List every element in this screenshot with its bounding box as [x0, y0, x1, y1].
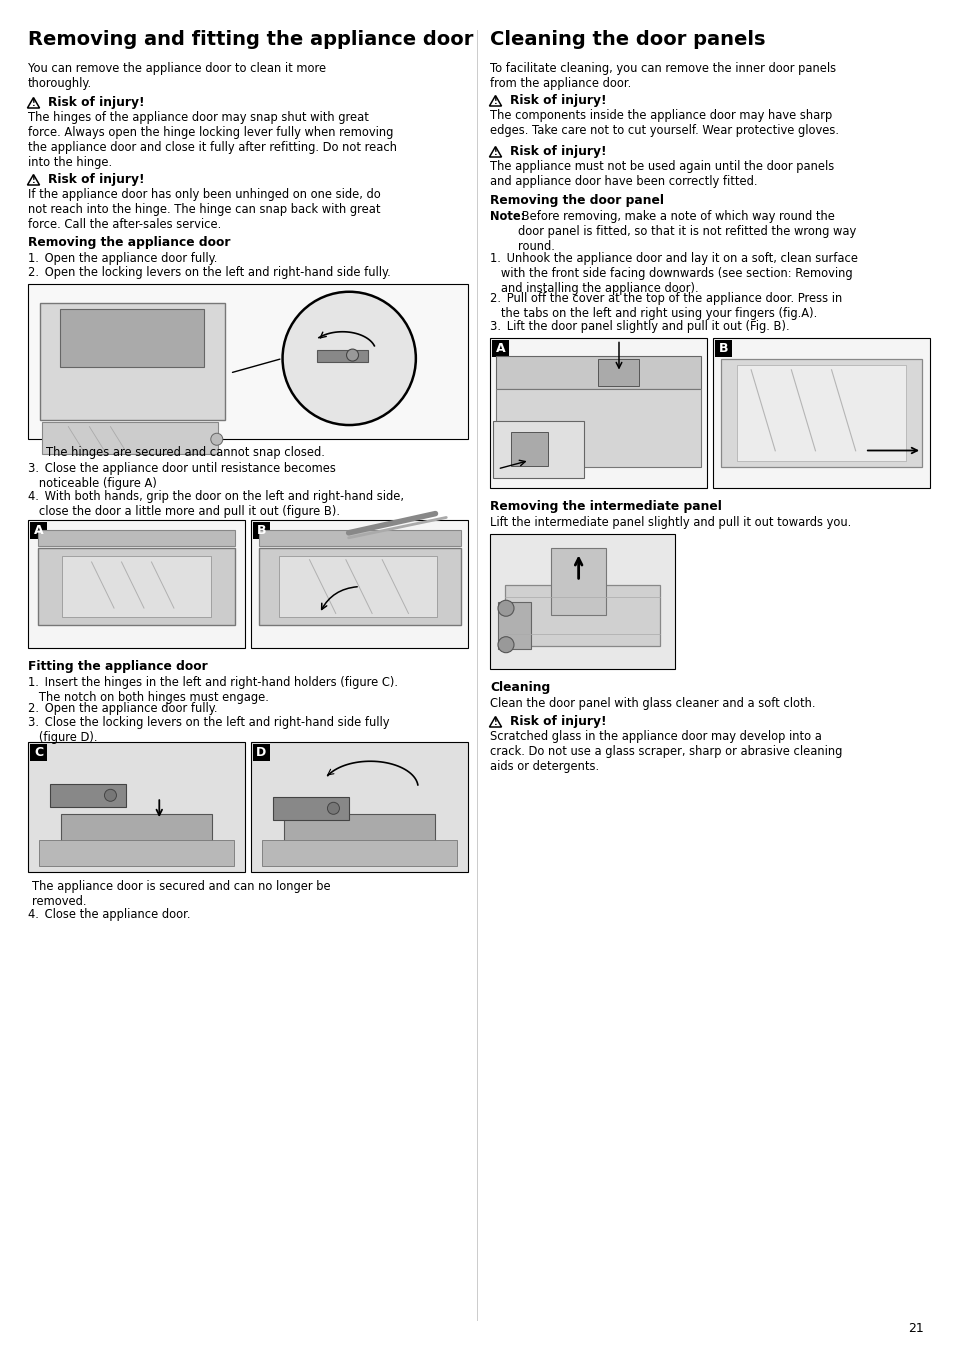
Text: Risk of injury!: Risk of injury!: [510, 95, 606, 107]
Bar: [251, 520, 468, 648]
Circle shape: [346, 350, 358, 360]
Text: Cleaning the door panels: Cleaning the door panels: [490, 30, 764, 49]
Text: Scratched glass in the appliance door may develop into a
crack. Do not use a gla: Scratched glass in the appliance door ma…: [490, 730, 841, 774]
Circle shape: [327, 802, 339, 814]
Text: 1. Open the appliance door fully.: 1. Open the appliance door fully.: [28, 252, 217, 265]
Bar: [551, 548, 605, 616]
Text: 3. Lift the door panel slightly and pull it out (Fig. B).: 3. Lift the door panel slightly and pull…: [490, 320, 789, 333]
Bar: [497, 602, 531, 649]
Text: 2. Pull off the cover at the top of the appliance door. Press in
   the tabs on : 2. Pull off the cover at the top of the …: [490, 292, 841, 320]
Text: Removing and fitting the appliance door: Removing and fitting the appliance door: [28, 30, 473, 49]
Bar: [253, 522, 270, 539]
Text: 2. Open the locking levers on the left and right-hand side fully.: 2. Open the locking levers on the left a…: [28, 266, 391, 279]
Bar: [30, 522, 47, 539]
Bar: [273, 796, 348, 819]
Bar: [493, 420, 583, 478]
Text: Before removing, make a note of which way round the
door panel is fitted, so tha: Before removing, make a note of which wa…: [517, 211, 856, 252]
Text: Lift the intermediate panel slightly and pull it out towards you.: Lift the intermediate panel slightly and…: [490, 516, 850, 529]
Bar: [30, 744, 47, 761]
Bar: [720, 359, 921, 467]
Bar: [28, 743, 245, 872]
Text: 3. Close the appliance door until resistance becomes
   noticeable (figure A): 3. Close the appliance door until resist…: [28, 462, 335, 490]
Text: The components inside the appliance door may have sharp
edges. Take care not to : The components inside the appliance door…: [490, 109, 838, 136]
Text: !: !: [493, 718, 497, 728]
Text: 3. Close the locking levers on the left and right-hand side fully
   (figure D).: 3. Close the locking levers on the left …: [28, 716, 389, 744]
Text: Note:: Note:: [490, 211, 525, 223]
Bar: [38, 531, 234, 545]
Text: B: B: [256, 524, 266, 537]
Text: 21: 21: [907, 1322, 923, 1335]
Text: 4. With both hands, grip the door on the left and right-hand side,
   close the : 4. With both hands, grip the door on the…: [28, 490, 403, 518]
Text: 4. Close the appliance door.: 4. Close the appliance door.: [28, 909, 191, 921]
Bar: [261, 840, 456, 865]
Text: 1. Insert the hinges in the left and right-hand holders (figure C).
   The notch: 1. Insert the hinges in the left and rig…: [28, 676, 397, 703]
Bar: [40, 304, 225, 420]
Bar: [317, 350, 368, 362]
Bar: [28, 284, 468, 439]
Bar: [714, 340, 731, 356]
Text: Fitting the appliance door: Fitting the appliance door: [28, 660, 208, 674]
Text: A: A: [496, 342, 505, 355]
Text: Risk of injury!: Risk of injury!: [48, 173, 145, 186]
Text: The appliance door is secured and can no longer be
removed.: The appliance door is secured and can no…: [32, 880, 331, 909]
Text: !: !: [31, 176, 35, 185]
Text: If the appliance door has only been unhinged on one side, do
not reach into the : If the appliance door has only been unhi…: [28, 188, 380, 231]
Text: Clean the door panel with glass cleaner and a soft cloth.: Clean the door panel with glass cleaner …: [490, 697, 815, 710]
Bar: [60, 814, 213, 846]
Text: C: C: [34, 747, 43, 759]
Text: A: A: [33, 524, 43, 537]
Text: !: !: [493, 97, 497, 107]
Text: The hinges of the appliance door may snap shut with great
force. Always open the: The hinges of the appliance door may sna…: [28, 111, 396, 169]
Text: Risk of injury!: Risk of injury!: [48, 96, 145, 109]
Bar: [496, 356, 700, 389]
Bar: [492, 340, 509, 356]
Text: To facilitate cleaning, you can remove the inner door panels
from the appliance : To facilitate cleaning, you can remove t…: [490, 62, 835, 90]
Bar: [39, 840, 233, 865]
Bar: [62, 556, 212, 617]
Circle shape: [497, 637, 514, 652]
Text: B: B: [718, 342, 727, 355]
Circle shape: [211, 433, 223, 446]
Bar: [737, 366, 905, 460]
Bar: [251, 743, 468, 872]
Text: 2. Open the appliance door fully.: 2. Open the appliance door fully.: [28, 702, 217, 716]
Bar: [283, 814, 435, 846]
Circle shape: [104, 790, 116, 802]
Text: Removing the appliance door: Removing the appliance door: [28, 236, 231, 248]
Bar: [504, 586, 659, 647]
Text: Removing the door panel: Removing the door panel: [490, 194, 663, 207]
Text: The appliance must not be used again until the door panels
and appliance door ha: The appliance must not be used again unt…: [490, 161, 833, 188]
Bar: [60, 309, 204, 367]
Text: You can remove the appliance door to clean it more
thoroughly.: You can remove the appliance door to cle…: [28, 62, 326, 90]
Text: Cleaning: Cleaning: [490, 680, 550, 694]
Bar: [50, 783, 126, 807]
Bar: [511, 432, 547, 466]
Bar: [712, 338, 929, 487]
Bar: [28, 520, 245, 648]
Text: !: !: [31, 99, 35, 108]
Bar: [598, 359, 639, 386]
Bar: [258, 531, 460, 545]
Bar: [38, 548, 234, 625]
Bar: [42, 421, 217, 454]
Bar: [496, 389, 700, 467]
Text: !: !: [493, 148, 497, 157]
Bar: [490, 338, 706, 487]
Text: The hinges are secured and cannot snap closed.: The hinges are secured and cannot snap c…: [46, 446, 325, 459]
Bar: [490, 535, 675, 670]
Circle shape: [282, 292, 416, 425]
Text: Risk of injury!: Risk of injury!: [510, 144, 606, 158]
Circle shape: [497, 601, 514, 616]
Bar: [253, 744, 270, 761]
Text: 1. Unhook the appliance door and lay it on a soft, clean surface
   with the fro: 1. Unhook the appliance door and lay it …: [490, 252, 857, 296]
Text: Risk of injury!: Risk of injury!: [510, 716, 606, 728]
Text: D: D: [256, 747, 266, 759]
Bar: [258, 548, 460, 625]
Bar: [279, 556, 436, 617]
Text: Removing the intermediate panel: Removing the intermediate panel: [490, 500, 721, 513]
